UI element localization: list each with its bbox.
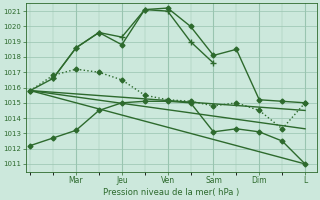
X-axis label: Pression niveau de la mer( hPa ): Pression niveau de la mer( hPa )	[103, 188, 239, 197]
